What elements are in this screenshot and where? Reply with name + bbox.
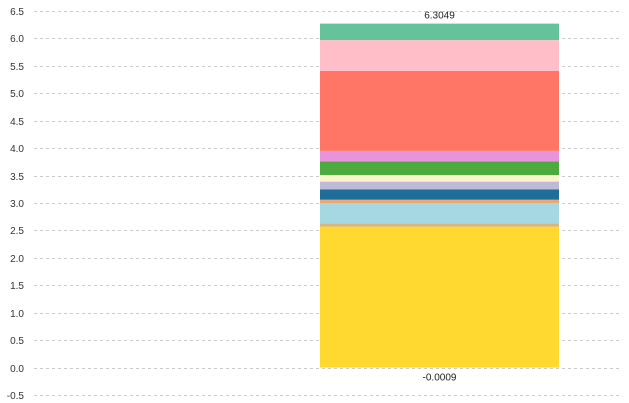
y-tick-label: 0.5 — [10, 336, 24, 347]
y-tick-label: 6.5 — [10, 7, 24, 18]
bar-segment — [320, 161, 559, 176]
y-tick-label: 4.0 — [10, 144, 24, 155]
bar-segment — [320, 150, 559, 162]
y-tick-label: 3.5 — [10, 172, 24, 183]
y-tick-label: 5.0 — [10, 89, 24, 100]
bar-segment — [320, 70, 559, 151]
y-tick-label: 2.5 — [10, 226, 24, 237]
bar-segment — [320, 23, 559, 41]
bar-segment — [320, 199, 559, 203]
y-tick-label: 1.0 — [10, 309, 24, 320]
bar-segment — [320, 189, 559, 200]
bar-segment — [320, 203, 559, 224]
bar-segment — [320, 223, 559, 227]
bar-segment — [320, 181, 559, 190]
y-tick-label: 2.0 — [10, 254, 24, 265]
y-tick-label: 0.0 — [10, 364, 24, 375]
bar-segment — [320, 175, 559, 182]
y-tick-label: -0.5 — [7, 391, 25, 402]
top-data-label: 6.3049 — [424, 11, 455, 22]
y-tick-label: 3.0 — [10, 199, 24, 210]
y-tick-label: 6.0 — [10, 34, 24, 45]
bar-segment — [320, 40, 559, 71]
bar-segment — [320, 226, 559, 368]
y-tick-label: 4.5 — [10, 117, 24, 128]
y-tick-label: 5.5 — [10, 62, 24, 73]
y-tick-label: 1.5 — [10, 281, 24, 292]
bottom-data-label: -0.0009 — [423, 373, 457, 384]
